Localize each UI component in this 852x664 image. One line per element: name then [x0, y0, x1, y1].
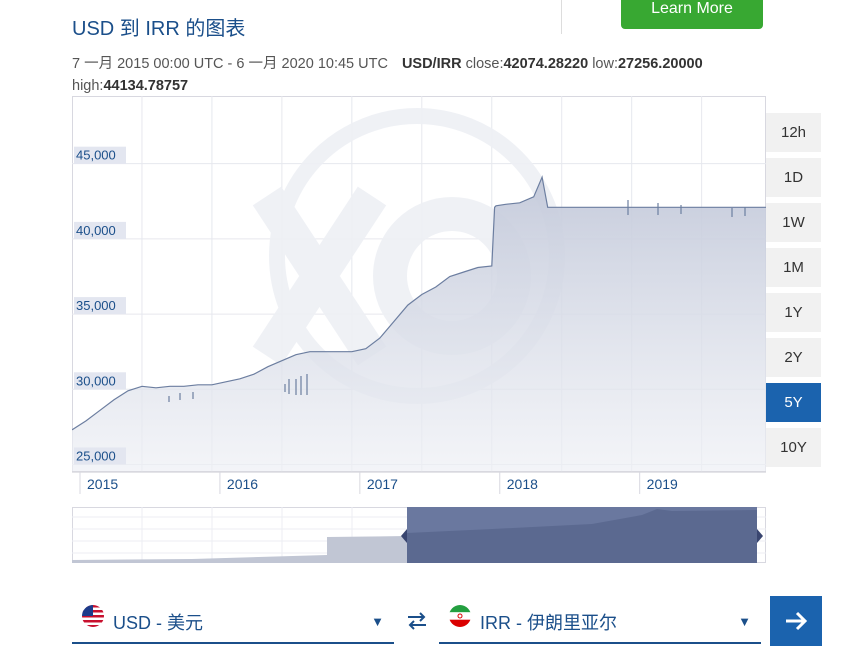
y-tick-label: 30,000: [76, 373, 116, 388]
navigator-selected-series: [407, 509, 757, 563]
navigator-left-handle[interactable]: [401, 529, 407, 543]
range-button-10y[interactable]: 10Y: [766, 428, 821, 467]
x-tick-label: 2018: [507, 476, 538, 492]
to-currency-select[interactable]: IRR - 伊朗里亚尔 ▼: [439, 596, 761, 644]
date-range: 7 一月 2015 00:00 UTC - 6 一月 2020 10:45 UT…: [72, 56, 388, 72]
y-tick-label: 35,000: [76, 298, 116, 313]
x-tick-label: 2015: [87, 476, 118, 492]
low-value: 27256.20000: [617, 56, 703, 72]
series-area: [72, 177, 766, 472]
navigator-right-handle[interactable]: [757, 529, 763, 543]
high-label: high:: [72, 78, 104, 94]
chevron-down-icon: ▼: [738, 614, 751, 629]
range-button-1m[interactable]: 1M: [766, 248, 821, 287]
from-currency-select[interactable]: USD - 美元 ▼: [72, 596, 394, 644]
chevron-down-icon: ▼: [371, 614, 384, 629]
navigator-history-area: [72, 536, 407, 563]
range-button-1d[interactable]: 1D: [766, 158, 821, 197]
y-tick-label: 45,000: [76, 148, 116, 163]
y-tick-label: 25,000: [76, 448, 116, 463]
low-label: low:: [592, 56, 618, 72]
range-navigator[interactable]: [72, 507, 766, 563]
from-currency-label: USD - 美元: [113, 613, 203, 633]
y-tick-label-bg: [74, 297, 126, 315]
close-label: close:: [465, 56, 504, 72]
iran-flag-icon: [449, 605, 471, 627]
header-divider: [561, 0, 562, 34]
learn-more-button[interactable]: Learn More: [621, 0, 763, 29]
y-tick-label-bg: [74, 146, 126, 164]
page-title: USD 到 IRR 的图表: [72, 18, 246, 40]
chart-meta: 7 一月 2015 00:00 UTC - 6 一月 2020 10:45 UT…: [72, 53, 772, 97]
y-tick-label-bg: [74, 447, 126, 465]
x-tick-label: 2019: [647, 476, 678, 492]
arrow-right-icon: [786, 611, 808, 631]
swap-currencies-icon[interactable]: [404, 609, 430, 633]
range-button-2y[interactable]: 2Y: [766, 338, 821, 377]
x-tick-label: 2016: [227, 476, 258, 492]
y-tick-label-bg: [74, 372, 126, 390]
y-tick-label: 40,000: [76, 223, 116, 238]
series-line: [72, 175, 766, 431]
x-axis-labels: 2015 2016 2017 2018 2019: [79, 472, 678, 494]
us-flag-icon: [82, 605, 104, 627]
convert-button[interactable]: [770, 596, 822, 646]
series-spikes: [168, 200, 746, 402]
close-value: 42074.28220: [503, 56, 589, 72]
currency-pair: USD/IRR: [401, 56, 462, 72]
range-button-1w[interactable]: 1W: [766, 203, 821, 242]
range-button-1y[interactable]: 1Y: [766, 293, 821, 332]
range-button-5y[interactable]: 5Y: [766, 383, 821, 422]
y-tick-label-bg: [74, 221, 126, 239]
to-currency-label: IRR - 伊朗里亚尔: [480, 613, 617, 633]
high-value: 44134.78757: [103, 78, 189, 94]
y-axis-labels: 25,000 30,000 35,000 40,000 45,000: [74, 146, 126, 465]
x-tick-label: 2017: [367, 476, 398, 492]
range-button-12h[interactable]: 12h: [766, 113, 821, 152]
